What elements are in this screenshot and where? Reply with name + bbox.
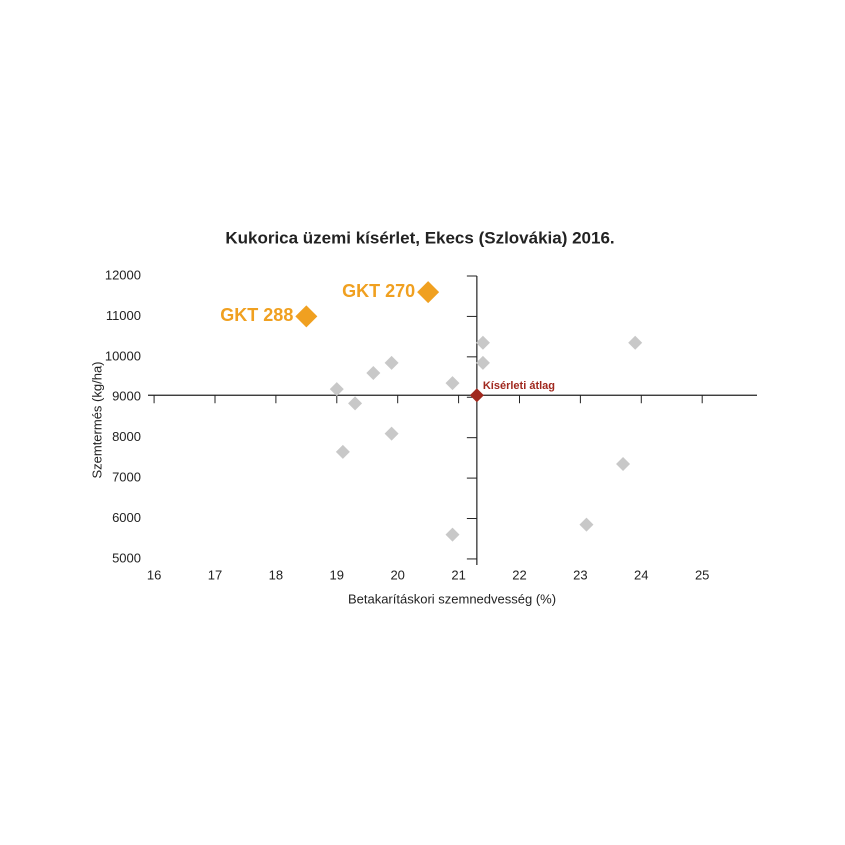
point-label: GKT 270 bbox=[342, 281, 415, 301]
y-tick-label: 8000 bbox=[112, 429, 141, 444]
y-tick-label: 5000 bbox=[112, 550, 141, 565]
x-axis-label: Betakarításkori szemnedvesség (%) bbox=[348, 591, 556, 606]
point-label: Kísérleti átlag bbox=[483, 380, 555, 392]
y-tick-label: 6000 bbox=[112, 510, 141, 525]
y-tick-label: 9000 bbox=[112, 389, 141, 404]
point bbox=[384, 355, 399, 370]
x-tick-label: 20 bbox=[390, 567, 404, 582]
x-tick-label: 25 bbox=[695, 567, 709, 582]
chart-title: Kukorica üzemi kísérlet, Ekecs (Szlováki… bbox=[225, 228, 614, 247]
x-tick-label: 17 bbox=[208, 567, 222, 582]
point bbox=[335, 444, 350, 459]
x-tick-label: 19 bbox=[330, 567, 344, 582]
point bbox=[348, 396, 363, 411]
point bbox=[475, 335, 490, 350]
point bbox=[417, 281, 440, 304]
x-tick-label: 24 bbox=[634, 567, 648, 582]
point bbox=[616, 456, 631, 471]
x-tick-label: 23 bbox=[573, 567, 587, 582]
x-tick-label: 21 bbox=[451, 567, 465, 582]
point bbox=[469, 388, 484, 403]
point bbox=[628, 335, 643, 350]
point bbox=[579, 517, 594, 532]
point bbox=[329, 382, 344, 397]
y-axis-label: Szemtermés (kg/ha) bbox=[89, 361, 104, 478]
x-tick-label: 16 bbox=[147, 567, 161, 582]
x-tick-label: 22 bbox=[512, 567, 526, 582]
y-tick-label: 12000 bbox=[105, 267, 141, 282]
y-tick-label: 11000 bbox=[106, 308, 141, 323]
point bbox=[475, 355, 490, 370]
x-tick-label: 18 bbox=[269, 567, 283, 582]
y-tick-label: 10000 bbox=[105, 348, 141, 363]
y-tick-label: 7000 bbox=[112, 470, 141, 485]
point bbox=[295, 305, 318, 328]
point-label: GKT 288 bbox=[220, 305, 293, 325]
point bbox=[445, 376, 460, 391]
point bbox=[384, 426, 399, 441]
point bbox=[366, 366, 381, 381]
point bbox=[445, 527, 460, 542]
